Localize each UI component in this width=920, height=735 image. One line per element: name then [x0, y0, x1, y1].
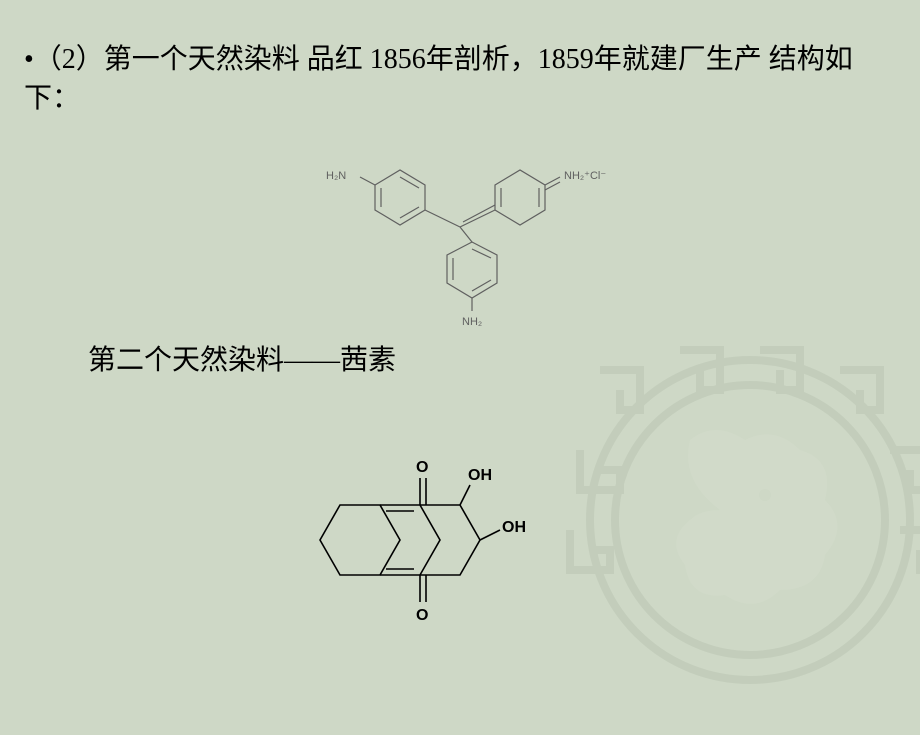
- decorative-watermark: [540, 310, 920, 730]
- dye2-text: 第二个天然染料——茜素: [88, 338, 396, 378]
- label-oh-2: OH: [502, 519, 526, 536]
- slide-content: •（2）第一个天然染料 品红 1856年剖析，1859年就建厂生产 结构如下：: [24, 40, 896, 118]
- label-o-top: O: [416, 459, 428, 476]
- label-nh2cl-right: NH₂⁺Cl⁻: [564, 170, 606, 182]
- label-nh2-bottom: NH₂: [462, 316, 482, 328]
- bullet-text: •（2）第一个天然染料 品红 1856年剖析，1859年就建厂生产 结构如下：: [24, 40, 896, 118]
- label-h2n-left: H₂N: [326, 170, 346, 182]
- chemical-structure-fuchsine: H₂N NH₂⁺Cl⁻ NH₂: [320, 155, 630, 340]
- label-oh-1: OH: [468, 467, 492, 484]
- chemical-structure-alizarin: O O OH OH: [300, 430, 560, 655]
- label-o-bottom: O: [416, 607, 428, 624]
